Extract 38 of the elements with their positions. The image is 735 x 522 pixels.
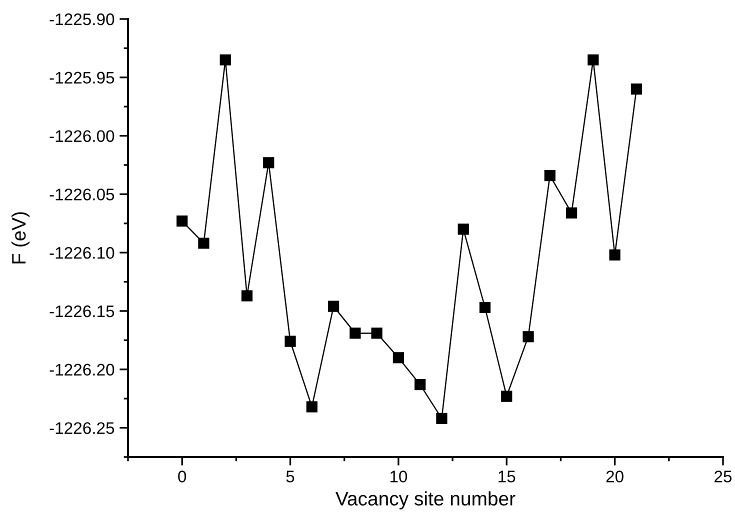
x-tick-label: 10 [390,470,408,482]
y-tick-label: -1225.90 [50,13,114,26]
point [306,401,318,412]
point [544,170,556,182]
y-tick-label: -1226.05 [50,188,114,200]
point [392,352,404,364]
point [436,412,448,424]
point [414,379,426,390]
x-tick-label: 20 [606,470,624,482]
point [241,290,253,302]
y-axis-title: F (eV) [11,212,30,264]
point [198,238,210,249]
y-tick-label: -1226.00 [50,130,114,142]
point [220,54,231,66]
y-tick-label: -1226.25 [50,422,114,434]
x-axis-title: Vacancy site number [336,491,516,510]
x-tick-label: 0 [178,470,186,482]
x-tick-label: 15 [498,470,516,482]
point [588,54,599,66]
y-tick-label: -1226.15 [50,305,114,318]
point [176,216,188,227]
point [284,336,296,347]
point [263,157,274,168]
point [566,207,578,218]
y-tick-label: -1226.20 [50,364,114,376]
y-tick-label: -1226.10 [50,247,114,259]
point [609,249,620,260]
x-tick-label: 5 [286,470,294,482]
point [501,390,512,402]
point [479,302,491,314]
point [522,331,534,342]
point [328,300,340,312]
point [371,328,382,339]
point [458,224,469,235]
y-tick-label: -1225.95 [50,72,114,84]
point [350,328,361,339]
point [630,84,642,95]
x-tick-label: 25 [714,470,732,482]
